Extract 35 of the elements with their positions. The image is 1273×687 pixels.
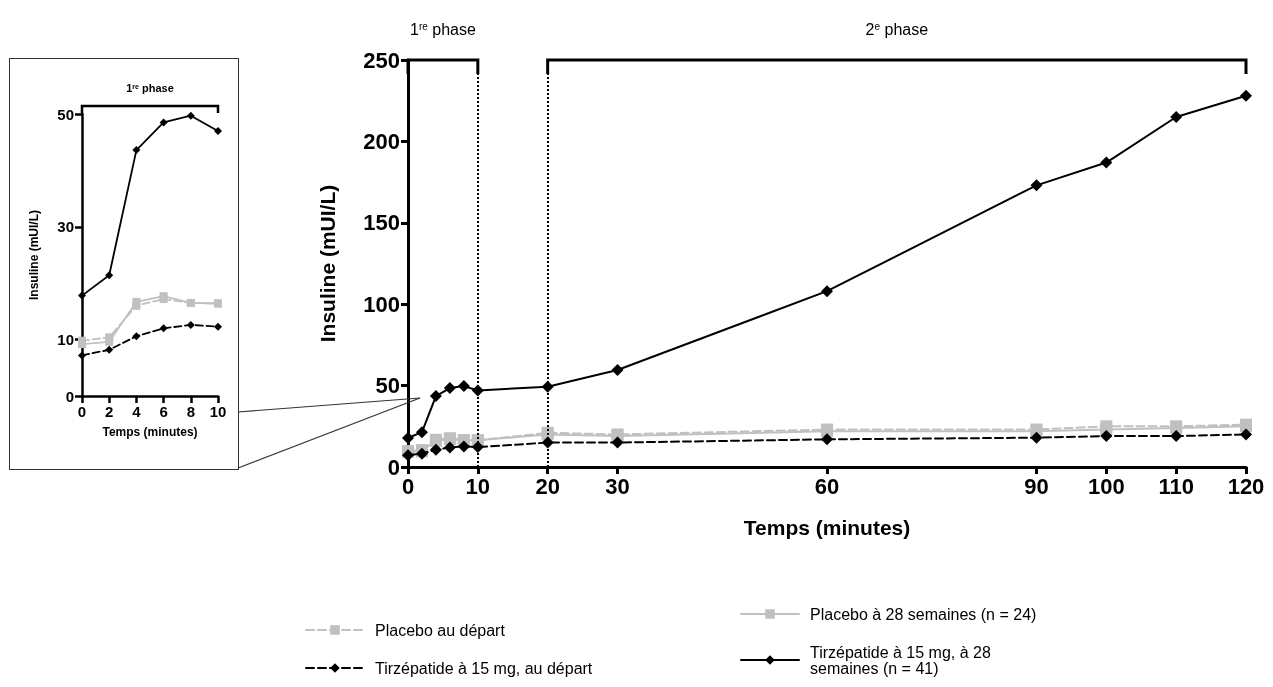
x-tick-label: 60 xyxy=(814,473,840,499)
legend-label: Tirzépatide à 15 mg, au départ xyxy=(375,659,593,677)
legend-label: Placebo au départ xyxy=(375,621,506,639)
x-axis-title: Temps (minutes) xyxy=(102,425,198,439)
y-tick-label: 50 xyxy=(57,105,74,123)
x-tick-label: 100 xyxy=(1087,473,1125,499)
x-tick-label: 20 xyxy=(535,473,560,499)
text: 1$^{re}$ phase xyxy=(126,82,174,94)
y-tick-label: 10 xyxy=(57,331,74,349)
legend-label: Tirzépatide à 15 mg, à 28 semaines (n = 41) xyxy=(810,643,996,677)
x-axis-title: Temps (minutes) xyxy=(743,516,911,539)
y-axis-title: Insuline (mUI/L) xyxy=(316,184,339,343)
text: 1$^{re}$ phase xyxy=(409,20,476,38)
y-tick-label: 0 xyxy=(65,387,74,405)
x-tick-label: 120 xyxy=(1227,473,1265,499)
x-tick-label: 10 xyxy=(209,403,227,420)
x-tick-label: 2 xyxy=(105,403,114,420)
x-tick-label: 10 xyxy=(465,473,491,499)
y-tick-label: 200 xyxy=(363,128,400,154)
y-tick-label: 50 xyxy=(375,373,400,399)
x-tick-label: 4 xyxy=(132,403,142,420)
y-tick-label: 150 xyxy=(363,210,400,236)
legend-label: Placebo à 28 semaines (n = 24) xyxy=(810,605,1037,623)
y-tick-label: 30 xyxy=(57,218,74,236)
x-tick-label: 6 xyxy=(159,403,168,420)
y-tick-label: 0 xyxy=(387,454,400,480)
y-tick-label: 250 xyxy=(363,47,400,73)
x-tick-label: 30 xyxy=(605,473,630,499)
y-axis-title: Insuline (mUI/L) xyxy=(27,210,41,300)
y-tick-label: 100 xyxy=(363,291,400,317)
x-tick-label: 110 xyxy=(1158,473,1194,499)
x-tick-label: 8 xyxy=(186,403,195,420)
text: 2$^{e}$ phase xyxy=(865,20,929,38)
x-tick-label: 0 xyxy=(77,403,87,420)
x-tick-label: 90 xyxy=(1024,473,1049,499)
